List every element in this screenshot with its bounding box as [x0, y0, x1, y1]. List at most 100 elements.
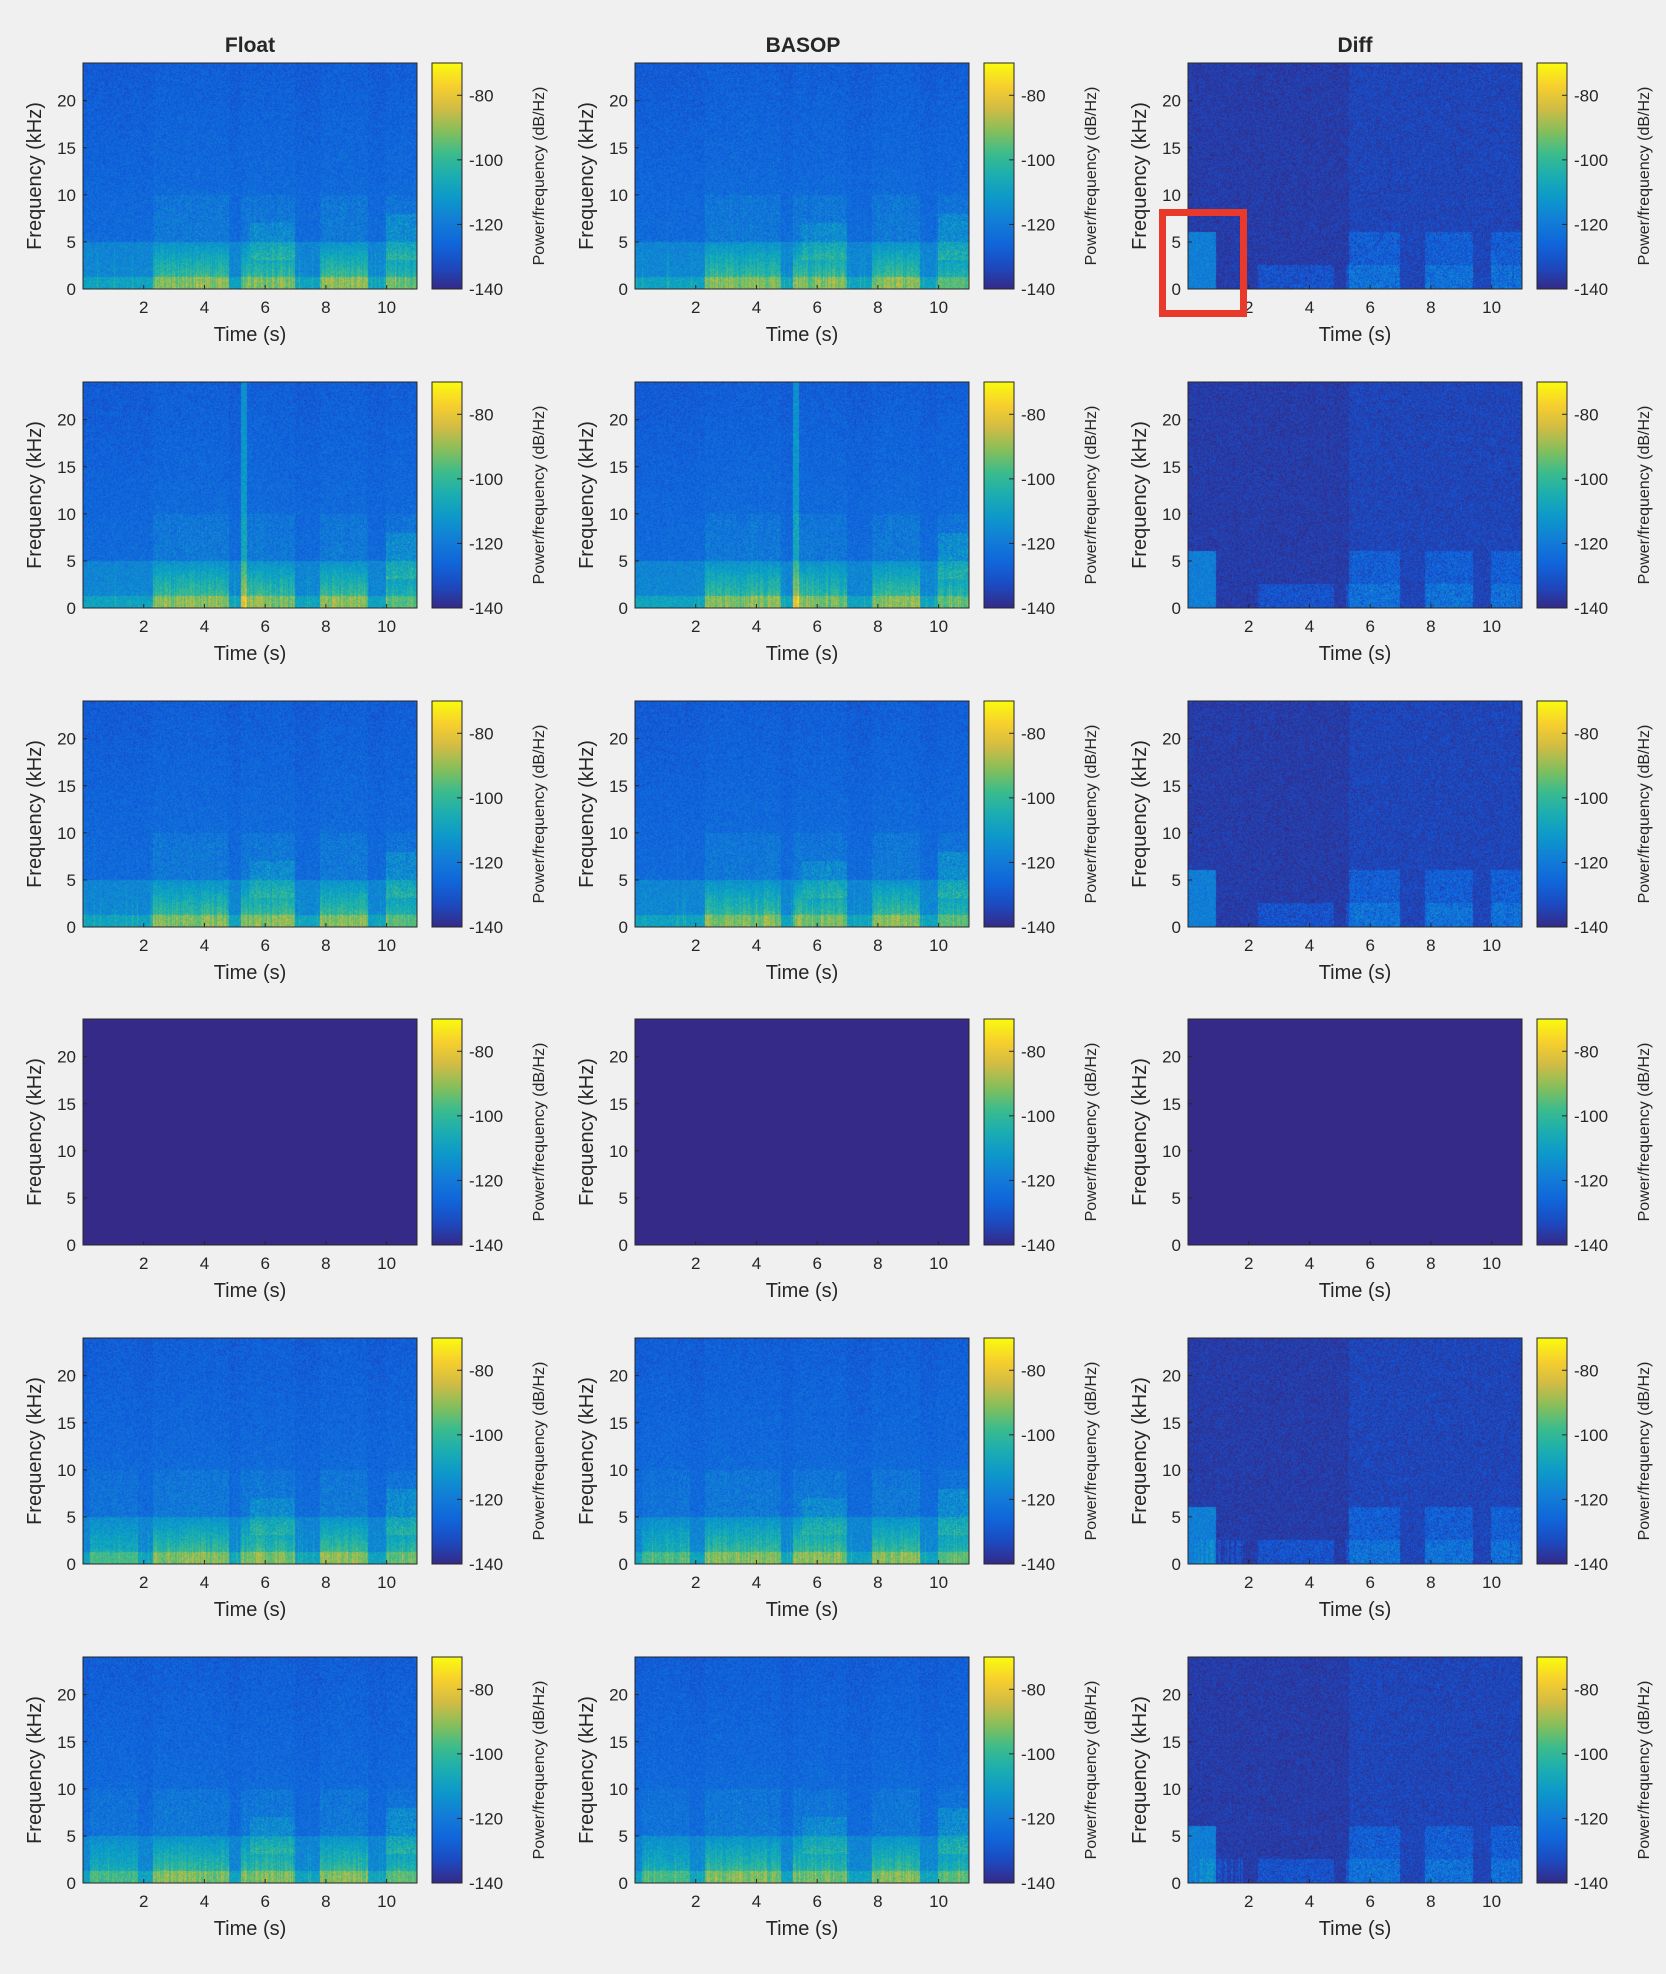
spectrogram-panel-r4-c2: 2 4 6 8 10 0 5 10 15 20 Time (s) Frequency (kHz) -14… — [576, 1009, 1100, 1309]
colorbar-tick-label: -80 — [1574, 724, 1599, 743]
colorbar-tick-label: -120 — [469, 215, 503, 234]
spectrogram-image — [635, 1019, 969, 1245]
x-tick-label: 2 — [1244, 1573, 1253, 1592]
x-tick-label: 6 — [260, 1254, 269, 1273]
x-axis-label: Time (s) — [1319, 1599, 1392, 1621]
colorbar — [983, 62, 1015, 290]
x-axis-label: Time (s) — [1319, 1280, 1392, 1302]
colorbar — [431, 700, 463, 928]
y-tick-label: 0 — [619, 1874, 628, 1893]
axes-r5-c2: 2 4 6 8 10 0 5 10 15 20 Time (s) Frequency (kHz) -14… — [576, 1337, 1100, 1621]
colorbar-tick-label: -100 — [1021, 470, 1055, 489]
colorbar-tick-label: -120 — [1021, 1171, 1055, 1190]
x-axis-label: Time (s) — [214, 962, 287, 984]
x-tick-label: 10 — [929, 298, 948, 317]
x-tick-label: 10 — [377, 298, 396, 317]
y-tick-label: 5 — [1172, 552, 1181, 571]
y-tick-label: 5 — [619, 552, 628, 571]
colorbar — [431, 62, 463, 290]
x-tick-label: 4 — [752, 936, 761, 955]
colorbar-tick-label: -140 — [1021, 918, 1055, 937]
colorbar — [431, 381, 463, 609]
colorbar — [1536, 62, 1568, 290]
x-tick-label: 8 — [1426, 1892, 1435, 1911]
x-tick-label: 10 — [377, 617, 396, 636]
axes-r5-c1: 2 4 6 8 10 0 5 10 15 20 Time (s) Frequency (kHz) -14… — [24, 1337, 548, 1621]
axes-frame — [82, 1018, 418, 1246]
spectrogram-image — [1188, 1019, 1522, 1245]
x-tick-label: 4 — [1305, 617, 1314, 636]
colorbar-tick-label: -140 — [469, 918, 503, 937]
colorbar-tick-label: -120 — [1574, 1809, 1608, 1828]
spectrogram-image — [1188, 1338, 1522, 1564]
x-axis-label: Time (s) — [214, 324, 287, 346]
axes-r4-c2: 2 4 6 8 10 0 5 10 15 20 Time (s) Frequency (kHz) -14… — [576, 1018, 1100, 1302]
colorbar-tick-label: -140 — [469, 1236, 503, 1255]
x-tick-label: 2 — [1244, 1254, 1253, 1273]
colorbar-label: Power/frequency (dB/Hz) — [531, 1043, 548, 1222]
colorbar — [983, 381, 1015, 609]
x-tick-label: 8 — [873, 1573, 882, 1592]
y-tick-label: 0 — [67, 1874, 76, 1893]
x-tick-label: 8 — [1426, 617, 1435, 636]
y-tick-label: 20 — [609, 92, 628, 111]
x-tick-label: 10 — [1482, 936, 1501, 955]
y-tick-label: 15 — [57, 458, 76, 477]
colorbar-tick-label: -100 — [1574, 1745, 1608, 1764]
y-tick-label: 20 — [1162, 411, 1181, 430]
colorbar-tick-label: -140 — [1021, 280, 1055, 299]
colorbar-tick-label: -140 — [1574, 1236, 1608, 1255]
colorbar-tick-label: -100 — [1574, 1107, 1608, 1126]
axes-frame — [82, 62, 418, 290]
axes-r6-c2: 2 4 6 8 10 0 5 10 15 20 Time (s) Frequency (kHz) -14… — [576, 1656, 1100, 1940]
axes-r1-c3: 2 4 6 8 10 0 5 10 15 20 Time (s) Frequency (kHz) -14… — [1129, 62, 1653, 346]
x-axis-label: Time (s) — [214, 643, 287, 665]
x-tick-label: 10 — [1482, 617, 1501, 636]
spectrogram-image — [83, 63, 417, 289]
x-tick-label: 8 — [873, 617, 882, 636]
y-tick-label: 10 — [57, 1780, 76, 1799]
y-axis-label: Frequency (kHz) — [1129, 102, 1151, 250]
x-tick-label: 8 — [873, 298, 882, 317]
axes-frame — [634, 700, 970, 928]
colorbar-label: Power/frequency (dB/Hz) — [531, 725, 548, 904]
spectrogram-image — [1188, 1657, 1522, 1883]
colorbar-tick-label: -120 — [1574, 853, 1608, 872]
spectrogram-image — [635, 1657, 969, 1883]
x-tick-label: 4 — [752, 1573, 761, 1592]
colorbar-tick-label: -100 — [1574, 470, 1608, 489]
x-tick-label: 2 — [691, 617, 700, 636]
x-tick-label: 8 — [873, 936, 882, 955]
y-tick-label: 5 — [619, 233, 628, 252]
colorbar-tick-label: -100 — [1021, 1107, 1055, 1126]
y-tick-label: 5 — [619, 1189, 628, 1208]
axes-r1-c2: 2 4 6 8 10 0 5 10 15 20 Time (s) Frequency (kHz) -14… — [576, 62, 1100, 346]
y-axis-label: Frequency (kHz) — [24, 740, 46, 888]
axes-frame — [1187, 1337, 1523, 1565]
colorbar — [1536, 1656, 1568, 1884]
x-tick-label: 8 — [873, 1254, 882, 1273]
spectrogram-panel-r6-c1: 2 4 6 8 10 0 5 10 15 20 Time (s) Frequency (kHz) -14… — [24, 1647, 548, 1947]
x-tick-label: 6 — [260, 936, 269, 955]
x-tick-label: 8 — [321, 617, 330, 636]
y-tick-label: 20 — [1162, 1048, 1181, 1067]
y-axis-label: Frequency (kHz) — [24, 1696, 46, 1844]
colorbar-tick-label: -120 — [469, 534, 503, 553]
axes-r5-c3: 2 4 6 8 10 0 5 10 15 20 Time (s) Frequency (kHz) -14… — [1129, 1337, 1653, 1621]
x-tick-label: 2 — [139, 936, 148, 955]
axes-r6-c1: 2 4 6 8 10 0 5 10 15 20 Time (s) Frequency (kHz) -14… — [24, 1656, 548, 1940]
x-tick-label: 4 — [200, 1573, 209, 1592]
y-axis-label: Frequency (kHz) — [24, 1058, 46, 1206]
x-tick-label: 10 — [1482, 1254, 1501, 1273]
y-tick-label: 10 — [1162, 1461, 1181, 1480]
y-axis-label: Frequency (kHz) — [24, 1377, 46, 1525]
colorbar-label: Power/frequency (dB/Hz) — [1636, 1362, 1653, 1541]
x-tick-label: 6 — [260, 1573, 269, 1592]
x-tick-label: 8 — [1426, 1254, 1435, 1273]
y-axis-label: Frequency (kHz) — [24, 102, 46, 250]
x-axis-label: Time (s) — [1319, 1918, 1392, 1940]
x-tick-label: 4 — [1305, 1254, 1314, 1273]
y-tick-label: 5 — [67, 1827, 76, 1846]
colorbar-tick-label: -120 — [1574, 215, 1608, 234]
y-tick-label: 20 — [609, 730, 628, 749]
